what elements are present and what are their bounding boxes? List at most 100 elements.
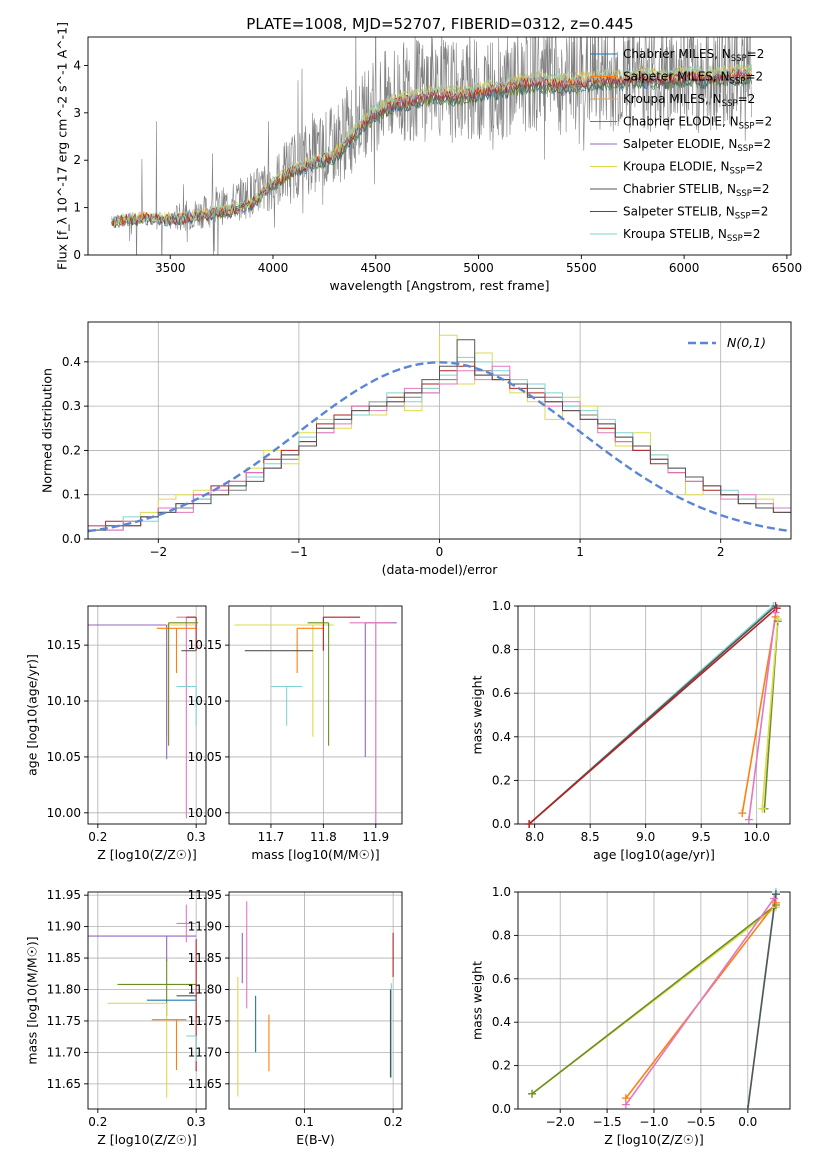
y-tick-label: 11.70	[188, 1045, 222, 1059]
y-tick-label: 0.4	[492, 1015, 511, 1029]
errorbar-point	[234, 624, 334, 737]
legend-entry: Salpeter STELIB, NSSP=2	[623, 205, 768, 222]
plot-area	[88, 334, 791, 539]
x-tick-label: 9.0	[636, 830, 655, 844]
plus-marker	[770, 894, 779, 903]
y-tick-label: 11.85	[47, 951, 81, 965]
panel-age_vs_mass: 11.7 11.8 11.9 10.00 10.05 10.10 10.15 mass [lo…	[188, 605, 403, 862]
y-tick-label: 11.95	[188, 888, 222, 902]
x-tick-label: 11.9	[362, 830, 389, 844]
x-tick-label: 6500	[772, 261, 803, 275]
panel-mass_vs_ebv: 0.1 0.2 11.65 11.70 11.75 11.80 11.85 11.90 11.9…	[188, 888, 403, 1147]
legend-entry: Chabrier MILES, NSSP=2	[623, 47, 764, 64]
x-axis-label: Z [log10(Z/Z☉)]	[97, 1132, 197, 1147]
legend-entry: Kroupa STELIB, NSSP=2	[623, 227, 761, 244]
y-tick-label: 10.15	[47, 638, 81, 652]
errorbar-point	[364, 622, 397, 757]
x-tick-label: −0.5	[686, 1115, 715, 1129]
x-tick-label: 4500	[361, 261, 392, 275]
y-tick-label: 0.3	[62, 399, 81, 413]
plot-area	[531, 892, 777, 1109]
y-axis-label: Flux [f_λ 10^-17 erg cm^-2 s^-1 A^-1]	[55, 22, 70, 270]
y-tick-label: 0.4	[62, 355, 81, 369]
x-axis-label: Z [log10(Z/Z☉)]	[604, 1132, 704, 1147]
x-tick-label: 5500	[566, 261, 597, 275]
panel-residuals: −2 −1 0 1 2 0.0 0.1 0.2 0.3 0.4 (data-model)/error…	[40, 321, 792, 577]
x-axis-label: E(B-V)	[296, 1132, 335, 1147]
plot-area	[88, 616, 199, 819]
y-tick-label: 11.65	[188, 1077, 222, 1091]
axes-frame: 0.2 0.3 10.00 10.05 10.10 10.15 Z [log10(Z/Z☉)…	[25, 605, 207, 862]
x-axis-label: (data-model)/error	[382, 562, 499, 577]
y-tick-label: 4	[73, 58, 81, 72]
errorbar-point	[168, 622, 199, 746]
x-tick-label: 5000	[463, 261, 494, 275]
x-axis-label: age [log10(age/yr)]	[593, 847, 715, 862]
normal-curve	[88, 361, 791, 533]
y-tick-label: 1.0	[492, 885, 511, 899]
axes-frame: 0.1 0.2 11.65 11.70 11.75 11.80 11.85 11.90 11.9…	[188, 888, 403, 1147]
model-line	[111, 63, 753, 225]
weight-line	[531, 904, 777, 1095]
axes-frame: −2 −1 0 1 2 0.0 0.1 0.2 0.3 0.4 (data-model)/error…	[40, 321, 792, 577]
legend: Chabrier MILES, NSSP=2 Salpeter MILES, NS…	[590, 47, 772, 244]
legend-entry: Salpeter ELODIE, NSSP=2	[623, 137, 771, 154]
axes-box	[87, 605, 207, 825]
axes-frame: 11.7 11.8 11.9 10.00 10.05 10.10 10.15 mass [lo…	[188, 605, 403, 862]
y-tick-label: 3	[73, 106, 81, 120]
weight-line	[528, 607, 778, 824]
y-tick-label: 10.15	[188, 638, 222, 652]
y-tick-label: 0.0	[492, 1102, 511, 1116]
legend-entry: Chabrier STELIB, NSSP=2	[623, 182, 770, 199]
x-tick-label: −1.0	[639, 1115, 668, 1129]
legend-entry: N(0,1)	[727, 335, 766, 350]
y-tick-label: 10.00	[47, 806, 81, 820]
x-tick-label: −1	[290, 545, 308, 559]
weight-line	[625, 898, 775, 1106]
weight-line	[748, 612, 777, 820]
y-tick-label: 0.0	[62, 532, 81, 546]
y-axis-label: Normed distribution	[40, 368, 55, 493]
y-tick-label: 2	[73, 153, 81, 167]
plot-area	[88, 904, 197, 1098]
y-axis-label: mass weight	[470, 675, 485, 754]
y-tick-label: 11.75	[47, 1014, 81, 1028]
panel-weight_vs_age: 8.0 8.5 9.0 9.5 10.0 0.0 0.2 0.4 0.6 0.8 1.0 age [l…	[470, 599, 791, 862]
legend: N(0,1)	[688, 335, 766, 350]
y-tick-label: 11.65	[47, 1077, 81, 1091]
axes-box	[87, 36, 792, 256]
weight-line	[747, 894, 777, 1109]
y-tick-label: 0.4	[492, 730, 511, 744]
errorbar-point	[176, 685, 197, 726]
y-tick-label: 1	[73, 201, 81, 215]
plot-area	[528, 606, 779, 824]
axes-box	[517, 605, 791, 825]
plot-area	[234, 616, 397, 824]
panel-age_vs_Z: 0.2 0.3 10.00 10.05 10.10 10.15 Z [log10(Z/Z☉)…	[25, 605, 207, 862]
y-tick-label: 11.90	[188, 920, 222, 934]
x-tick-label: 0	[436, 545, 444, 559]
x-tick-label: 11.8	[310, 830, 337, 844]
x-tick-label: 6000	[669, 261, 700, 275]
y-tick-label: 0.0	[492, 817, 511, 831]
y-tick-label: 11.80	[188, 982, 222, 996]
y-tick-label: 11.75	[188, 1014, 222, 1028]
plus-marker	[771, 608, 780, 617]
plus-marker	[744, 815, 753, 824]
x-tick-label: −1.5	[593, 1115, 622, 1129]
figure-title: PLATE=1008, MJD=52707, FIBERID=0312, z=0…	[246, 15, 633, 33]
errorbar-point	[117, 959, 197, 1016]
errorbar-point	[156, 627, 197, 674]
y-axis-label: age [log10(age/yr)]	[25, 654, 40, 776]
y-tick-label: 0.2	[62, 443, 81, 457]
y-tick-label: 11.70	[47, 1045, 81, 1059]
errorbar-point	[88, 935, 197, 962]
x-tick-label: 3500	[155, 261, 186, 275]
axes-frame: −2.0 −1.5 −1.0 −0.5 0.0 0.0 0.2 0.4 0.6 0.8 1.0 Z […	[470, 885, 791, 1147]
y-tick-label: 0.8	[492, 643, 511, 657]
y-tick-label: 10.05	[188, 750, 222, 764]
legend-entry: Chabrier ELODIE, NSSP=2	[623, 115, 772, 132]
panel-weight_vs_Z: −2.0 −1.5 −1.0 −0.5 0.0 0.0 0.2 0.4 0.6 0.8 1.0 Z […	[470, 885, 791, 1147]
plus-marker	[738, 809, 747, 818]
